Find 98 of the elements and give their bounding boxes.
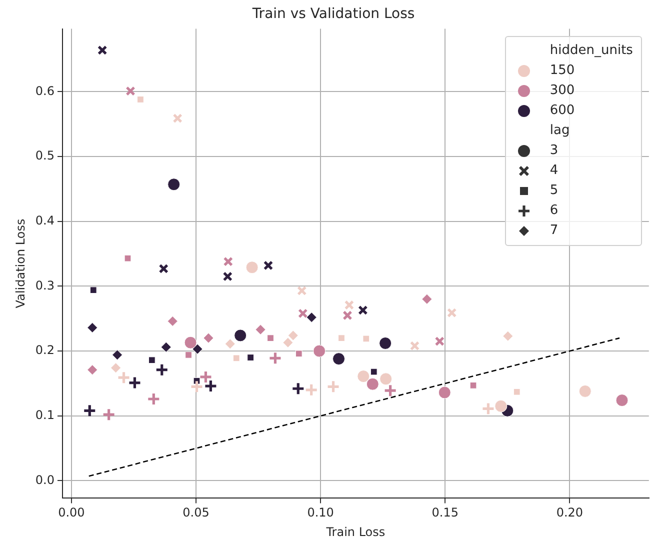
point — [246, 261, 258, 274]
point — [513, 388, 520, 396]
point — [295, 350, 302, 358]
point — [263, 260, 274, 270]
point — [380, 372, 392, 386]
chart-title: Train vs Validation Loss — [251, 6, 415, 22]
point — [438, 386, 451, 399]
point — [124, 254, 132, 262]
y-tick-label: 0.4 — [35, 213, 54, 228]
point — [434, 336, 444, 346]
point — [185, 351, 192, 358]
legend-title: hidden_units — [550, 43, 633, 58]
point — [332, 352, 345, 366]
point — [298, 308, 308, 318]
point — [578, 384, 592, 398]
point — [502, 330, 514, 342]
point — [116, 370, 131, 384]
legend-label: lag — [550, 123, 570, 138]
point — [160, 342, 172, 352]
point — [98, 45, 108, 56]
point — [379, 336, 392, 350]
point — [190, 380, 204, 394]
point — [326, 380, 340, 394]
point — [87, 364, 98, 376]
y-axis-title: Validation Loss — [13, 218, 28, 308]
point — [155, 363, 169, 377]
point — [304, 383, 318, 397]
point — [494, 400, 508, 412]
point — [168, 178, 180, 191]
y-tick-label: 0.6 — [35, 84, 54, 98]
point — [167, 316, 178, 326]
point — [267, 334, 274, 342]
legend-label: 6 — [550, 203, 558, 218]
y-tick-label: 0.0 — [35, 472, 54, 487]
x-tick-label: 0.00 — [58, 506, 85, 520]
x-tick-label: 0.20 — [556, 506, 584, 520]
point — [82, 404, 96, 418]
point — [616, 394, 628, 407]
point — [146, 392, 160, 406]
point — [366, 378, 379, 390]
point — [344, 300, 354, 310]
point — [224, 338, 236, 350]
legend-label: 600 — [550, 103, 575, 118]
point — [158, 264, 168, 274]
y-tick-label: 0.5 — [35, 148, 54, 163]
point — [357, 370, 370, 383]
point — [422, 294, 432, 304]
point — [232, 354, 240, 362]
point — [481, 402, 496, 416]
point — [90, 286, 97, 294]
y-tick-label: 0.3 — [35, 278, 54, 292]
y-tick-label: 0.1 — [35, 408, 54, 422]
point — [384, 384, 398, 398]
x-axis-title: Train Loss — [325, 524, 386, 539]
x-tick-label: 0.10 — [307, 506, 334, 520]
point — [222, 272, 232, 282]
point — [102, 408, 116, 422]
point — [297, 286, 307, 296]
point — [410, 341, 420, 351]
point — [128, 376, 142, 390]
point — [291, 382, 305, 396]
legend-label: 4 — [550, 163, 558, 178]
legend-label: 150 — [550, 63, 575, 78]
point — [470, 382, 477, 389]
legend-label: 300 — [550, 83, 575, 98]
point — [306, 312, 317, 323]
point — [137, 96, 144, 103]
x-tick-label: 0.15 — [432, 506, 458, 520]
point — [192, 344, 203, 354]
point — [203, 332, 214, 344]
point — [110, 362, 122, 374]
point — [282, 337, 294, 348]
point — [362, 335, 370, 342]
y-tick-label: 0.2 — [35, 343, 54, 358]
point — [184, 336, 197, 349]
x-tick-label: 0.05 — [182, 506, 210, 520]
legend-label: 5 — [550, 183, 558, 198]
point — [255, 324, 266, 335]
point — [198, 370, 213, 384]
point — [358, 305, 368, 316]
point — [172, 113, 182, 124]
point — [148, 356, 156, 364]
point — [447, 308, 457, 318]
point — [126, 86, 136, 96]
point — [370, 368, 378, 376]
point — [313, 344, 326, 358]
point — [234, 329, 247, 342]
point — [268, 351, 282, 365]
point — [247, 354, 254, 361]
point — [112, 350, 123, 360]
point — [338, 334, 345, 342]
point — [204, 379, 218, 393]
point — [342, 310, 352, 320]
legend-label: 7 — [550, 223, 558, 238]
point — [223, 256, 233, 266]
point — [87, 322, 98, 333]
legend-label: 3 — [550, 143, 558, 158]
point — [288, 330, 298, 341]
